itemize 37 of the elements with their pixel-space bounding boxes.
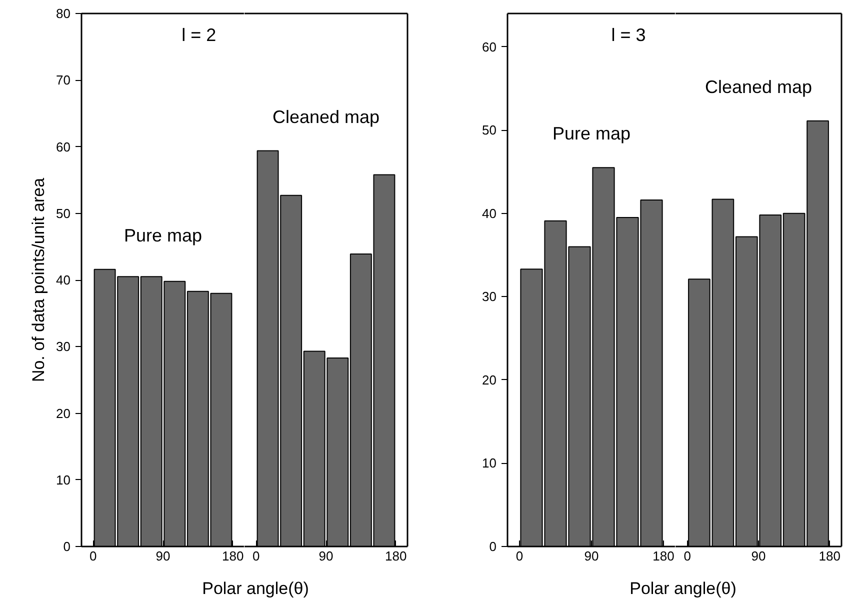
x-axis-title: Polar angle(θ) (630, 578, 736, 600)
series-label: Pure map (124, 225, 202, 246)
y-tick-label: 0 (63, 539, 71, 554)
y-tick-label: 10 (482, 456, 497, 471)
y-tick-label: 30 (482, 289, 497, 304)
y-tick-label: 70 (56, 72, 71, 88)
series-label: Pure map (552, 124, 631, 144)
y-tick-label: 80 (56, 6, 71, 21)
y-axis-title: No. of data points/unit area (29, 177, 48, 382)
y-tick-label: 20 (56, 406, 71, 421)
x-tick-label: 180 (385, 548, 407, 564)
y-tick-label: 40 (482, 206, 497, 221)
x-axis-title: Polar angle(θ) (202, 578, 309, 600)
x-tick-label: 180 (222, 548, 244, 564)
x-tick-label: 0 (90, 548, 97, 564)
text: l = 2 (182, 24, 216, 45)
y-tick-label: 60 (56, 139, 71, 154)
y-tick-label: 30 (56, 339, 71, 354)
x-tick-label: 90 (751, 548, 766, 564)
series-label: Cleaned map (704, 76, 812, 97)
series-label: Cleaned map (272, 106, 380, 127)
y-tick-label: 0 (489, 539, 497, 554)
x-tick-label: 90 (318, 548, 334, 564)
y-tick-label: 20 (482, 372, 497, 388)
y-tick-label: 10 (56, 472, 71, 488)
x-tick-label: 180 (818, 548, 840, 564)
y-tick-label: 40 (56, 272, 71, 288)
x-tick-label: 90 (156, 548, 170, 564)
y-tick-label: 50 (482, 122, 497, 138)
x-tick-label: 0 (684, 548, 691, 564)
x-tick-label: 0 (516, 548, 524, 564)
y-tick-label: 50 (56, 206, 71, 221)
x-tick-label: 90 (584, 548, 599, 564)
text: l = 3 (611, 24, 646, 45)
y-tick-label: 60 (482, 39, 497, 54)
x-tick-label: 180 (652, 548, 674, 564)
x-tick-label: 0 (252, 548, 260, 564)
